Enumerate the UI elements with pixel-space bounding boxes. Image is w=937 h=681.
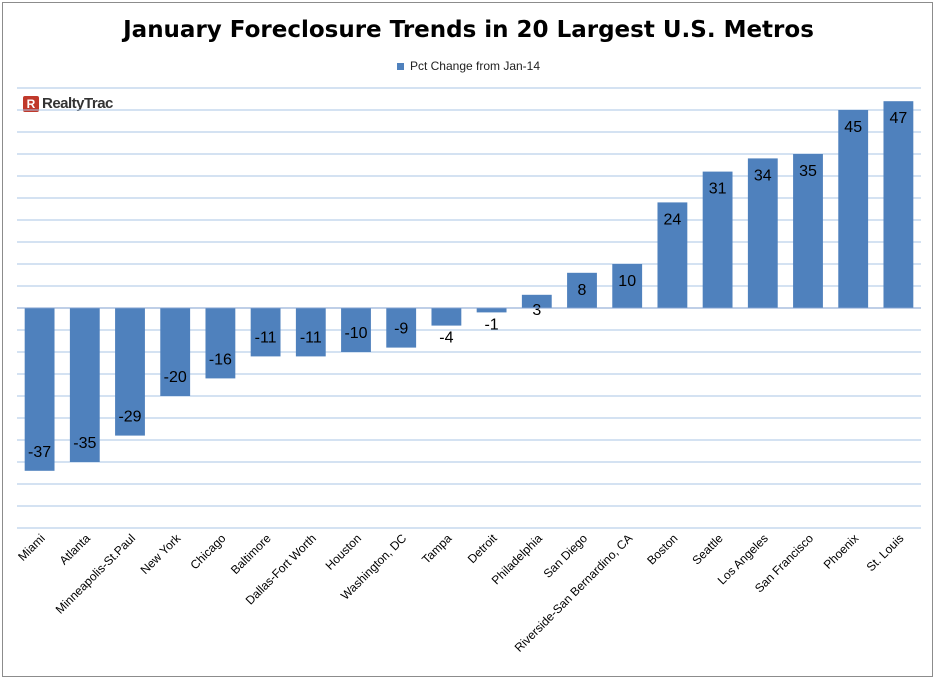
logo-text: RealtyTrac <box>42 95 113 112</box>
bar-chicago <box>205 308 236 379</box>
x-tick-label: Miami <box>15 531 48 564</box>
data-label: -29 <box>118 409 141 426</box>
data-label: -10 <box>344 325 367 342</box>
x-tick-label: Seattle <box>689 531 726 568</box>
x-tick-label: Boston <box>644 531 680 567</box>
x-tick-label: Detroit <box>465 531 500 566</box>
bar-detroit <box>476 308 507 313</box>
x-tick-label: St. Louis <box>864 531 907 574</box>
bar-los-angeles <box>747 158 778 308</box>
chart-title: January Foreclosure Trends in 20 Largest… <box>123 17 814 43</box>
bar-dallas-fort-worth <box>295 308 326 357</box>
x-tick-label: Tampa <box>419 531 455 567</box>
bar-boston <box>657 202 688 308</box>
data-label: -35 <box>73 435 96 452</box>
bar-houston <box>341 308 371 352</box>
data-label: -9 <box>394 321 408 338</box>
bar-miami <box>24 308 55 471</box>
data-label: 10 <box>618 273 636 290</box>
bar-phoenix <box>838 110 869 308</box>
bar-philadelphia <box>521 294 552 308</box>
bar-riverside-san-bernardino-ca <box>612 264 643 308</box>
bar-atlanta <box>69 308 100 462</box>
legend: Pct Change from Jan-14 <box>3 59 934 73</box>
data-label: -11 <box>300 329 322 346</box>
x-tick-label: New York <box>138 531 184 577</box>
bar-plot: -37 Miami -35 Atlanta -29 Minneapolis-St.Paul… <box>15 87 921 655</box>
data-label: -16 <box>209 351 232 368</box>
bar-tampa <box>431 308 462 326</box>
bar-san-diego <box>567 272 597 308</box>
x-tick-label: Phoenix <box>821 531 862 572</box>
bar-new-york <box>160 308 191 396</box>
bar-washington-dc <box>386 308 417 348</box>
data-label: -11 <box>255 329 277 346</box>
data-label: 47 <box>890 110 908 127</box>
x-tick-label: Chicago <box>187 531 228 572</box>
data-label: -4 <box>439 330 453 347</box>
data-label: 35 <box>799 163 817 180</box>
data-label: 45 <box>844 119 862 136</box>
data-label: 8 <box>578 282 587 299</box>
data-label: -1 <box>484 316 498 333</box>
x-tick-label: Atlanta <box>57 531 94 568</box>
bar-st-louis <box>883 101 914 308</box>
x-tick-label: Houston <box>323 531 365 573</box>
bar-san-francisco <box>793 154 823 308</box>
realtytrac-logo: R RealtyTrac <box>23 95 113 112</box>
x-tick-label: Baltimore <box>228 531 274 577</box>
legend-swatch <box>396 63 404 71</box>
house-icon: R <box>23 95 39 112</box>
bar-baltimore <box>250 308 281 357</box>
data-label: -37 <box>28 444 51 461</box>
data-label: 3 <box>532 302 541 319</box>
data-label: 24 <box>664 211 682 228</box>
data-label: 34 <box>754 167 772 184</box>
data-label: -20 <box>164 369 187 386</box>
legend-label: Pct Change from Jan-14 <box>409 59 541 73</box>
data-label: 31 <box>709 181 727 198</box>
bar-seattle <box>702 171 733 308</box>
bar-minneapolis-st-paul <box>115 308 145 436</box>
x-tick-label: Minneapolis-St.Paul <box>53 531 138 616</box>
